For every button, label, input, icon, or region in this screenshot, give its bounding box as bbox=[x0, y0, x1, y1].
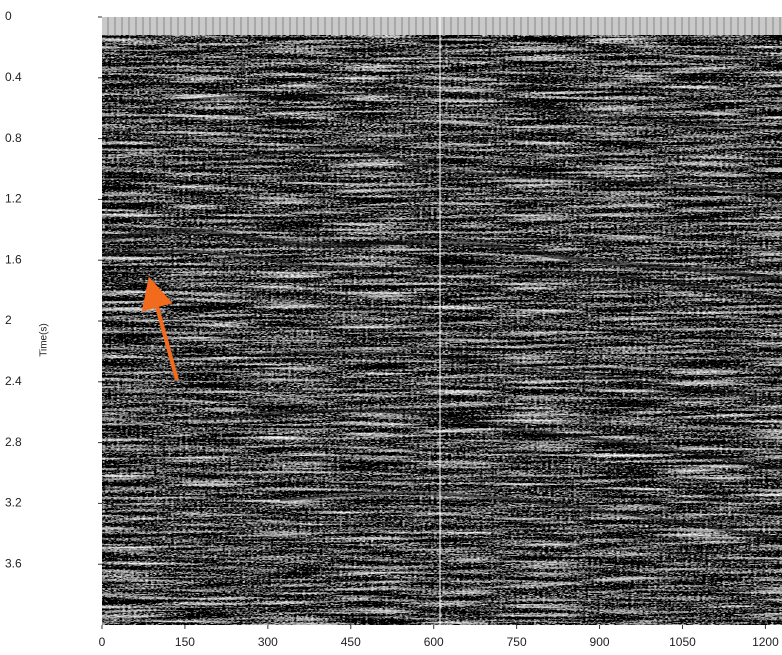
y-tick-label: 2.8 bbox=[5, 435, 22, 449]
y-tick-label: 2 bbox=[5, 313, 12, 327]
y-axis-label: Time(s) bbox=[39, 323, 50, 357]
arrow bbox=[141, 276, 179, 381]
y-tick-label: 3.6 bbox=[5, 556, 22, 570]
x-tick-label: 1200 bbox=[752, 635, 779, 649]
y-tick-label: 3.2 bbox=[5, 496, 22, 510]
x-tick-label: 750 bbox=[507, 635, 527, 649]
x-tick-label: 150 bbox=[175, 635, 195, 649]
y-tick-label: 0 bbox=[5, 9, 12, 23]
x-tick-label: 900 bbox=[590, 635, 610, 649]
reflectors bbox=[101, 91, 782, 542]
seismic-section bbox=[101, 17, 782, 625]
y-tick-label: 1.6 bbox=[5, 252, 22, 266]
seismic-image bbox=[102, 17, 782, 625]
trace-header bbox=[102, 17, 782, 35]
y-tick-label: 0.8 bbox=[5, 131, 22, 145]
x-tick-label: 450 bbox=[341, 635, 361, 649]
x-tick-label: 300 bbox=[258, 635, 278, 649]
x-tick-label: 600 bbox=[424, 635, 444, 649]
x-tick-label: 1050 bbox=[669, 635, 696, 649]
y-tick-label: 1.2 bbox=[5, 192, 22, 206]
y-tick-label: 2.4 bbox=[5, 374, 22, 388]
x-tick-label: 0 bbox=[99, 635, 106, 649]
y-tick-label: 0.4 bbox=[5, 70, 22, 84]
